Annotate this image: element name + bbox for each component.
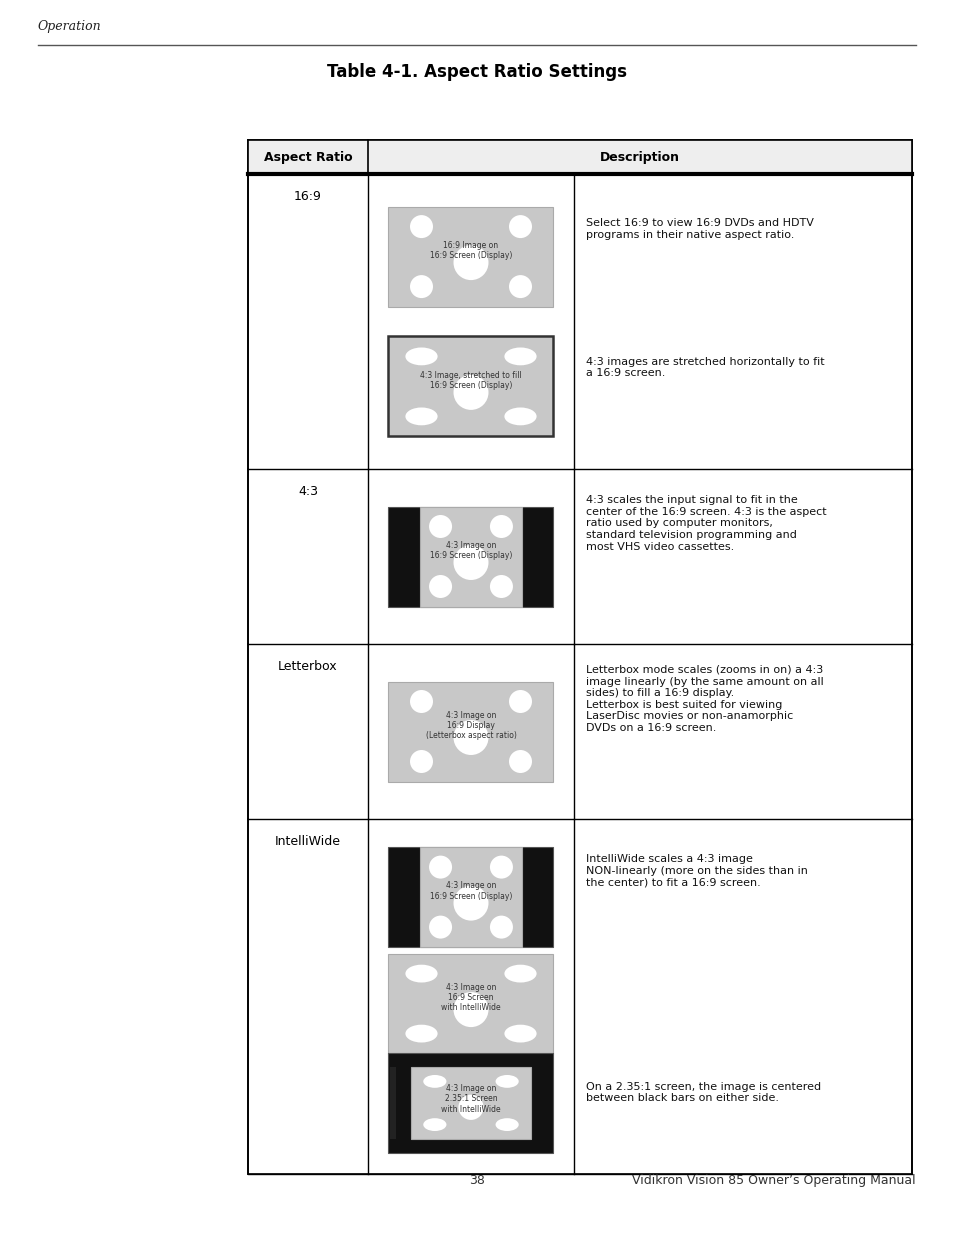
Bar	[388, 682, 553, 782]
Bar	[248, 140, 911, 174]
Text: Table 4-1. Aspect Ratio Settings: Table 4-1. Aspect Ratio Settings	[327, 63, 626, 82]
Text: 4:3 Image, stretched to fill
16:9 Screen (Display): 4:3 Image, stretched to fill 16:9 Screen…	[419, 370, 521, 390]
Ellipse shape	[504, 347, 536, 366]
Text: Aspect Ratio: Aspect Ratio	[263, 151, 352, 163]
Text: Description: Description	[599, 151, 679, 163]
Text: 38: 38	[469, 1174, 484, 1187]
Bar	[248, 140, 911, 1174]
Bar	[411, 1067, 531, 1139]
Text: Select 16:9 to view 16:9 DVDs and HDTV
programs in their native aspect ratio.: Select 16:9 to view 16:9 DVDs and HDTV p…	[585, 219, 813, 240]
Ellipse shape	[423, 1118, 446, 1131]
Bar	[388, 336, 553, 436]
Ellipse shape	[429, 856, 452, 878]
Ellipse shape	[410, 690, 433, 713]
Bar	[388, 1053, 553, 1153]
Ellipse shape	[509, 215, 532, 238]
Text: 4:3 Image on
2.35:1 Screen
with IntelliWide: 4:3 Image on 2.35:1 Screen with IntelliW…	[440, 1084, 500, 1114]
Text: 4:3 images are stretched horizontally to fit
a 16:9 screen.: 4:3 images are stretched horizontally to…	[585, 357, 823, 378]
Ellipse shape	[453, 375, 488, 410]
Text: 4:3 Image on
16:9 Display
(Letterbox aspect ratio): 4:3 Image on 16:9 Display (Letterbox asp…	[425, 710, 516, 741]
Text: IntelliWide: IntelliWide	[274, 835, 340, 848]
Text: Letterbox: Letterbox	[278, 659, 337, 673]
Ellipse shape	[453, 992, 488, 1028]
Text: 4:3 Image on
16:9 Screen (Display): 4:3 Image on 16:9 Screen (Display)	[430, 882, 512, 900]
Ellipse shape	[410, 750, 433, 773]
Ellipse shape	[490, 915, 513, 939]
Ellipse shape	[458, 1094, 483, 1120]
Ellipse shape	[429, 915, 452, 939]
Ellipse shape	[410, 275, 433, 298]
Bar	[388, 953, 553, 1053]
Ellipse shape	[490, 856, 513, 878]
Ellipse shape	[423, 1074, 446, 1088]
Ellipse shape	[405, 1025, 437, 1042]
Text: 16:9: 16:9	[294, 190, 321, 203]
Bar	[388, 847, 553, 947]
Ellipse shape	[453, 545, 488, 580]
Text: Letterbox mode scales (zooms in on) a 4:3
image linearly (by the same amount on : Letterbox mode scales (zooms in on) a 4:…	[585, 664, 822, 734]
Text: 4:3 Image on
16:9 Screen
with IntelliWide: 4:3 Image on 16:9 Screen with IntelliWid…	[440, 983, 500, 1013]
Ellipse shape	[495, 1074, 518, 1088]
Ellipse shape	[429, 576, 452, 598]
Text: 4:3 Image on
16:9 Screen (Display): 4:3 Image on 16:9 Screen (Display)	[430, 541, 512, 561]
Text: Vidikron Vision 85 Owner’s Operating Manual: Vidikron Vision 85 Owner’s Operating Man…	[632, 1174, 915, 1187]
Bar	[420, 506, 521, 606]
Text: 4:3: 4:3	[297, 485, 317, 498]
Ellipse shape	[495, 1118, 518, 1131]
Ellipse shape	[504, 408, 536, 425]
Ellipse shape	[453, 885, 488, 920]
Text: On a 2.35:1 screen, the image is centered
between black bars on either side.: On a 2.35:1 screen, the image is centere…	[585, 1082, 821, 1103]
Bar	[388, 506, 553, 606]
Ellipse shape	[509, 750, 532, 773]
Bar	[388, 206, 553, 306]
Bar	[420, 847, 521, 947]
Text: 4:3 scales the input signal to fit in the
center of the 16:9 screen. 4:3 is the : 4:3 scales the input signal to fit in th…	[585, 495, 825, 552]
Ellipse shape	[453, 245, 488, 280]
Ellipse shape	[490, 576, 513, 598]
Ellipse shape	[405, 408, 437, 425]
Ellipse shape	[429, 515, 452, 538]
Text: 16:9 Image on
16:9 Screen (Display): 16:9 Image on 16:9 Screen (Display)	[430, 241, 512, 261]
Ellipse shape	[405, 965, 437, 983]
Ellipse shape	[504, 1025, 536, 1042]
Ellipse shape	[410, 215, 433, 238]
Ellipse shape	[509, 690, 532, 713]
Text: IntelliWide scales a 4:3 image
NON-linearly (more on the sides than in
the cente: IntelliWide scales a 4:3 image NON-linea…	[585, 855, 807, 888]
Ellipse shape	[509, 275, 532, 298]
Bar	[390, 1067, 395, 1139]
Ellipse shape	[405, 347, 437, 366]
Text: Operation: Operation	[38, 20, 102, 33]
Ellipse shape	[504, 965, 536, 983]
Ellipse shape	[490, 515, 513, 538]
Ellipse shape	[453, 720, 488, 755]
